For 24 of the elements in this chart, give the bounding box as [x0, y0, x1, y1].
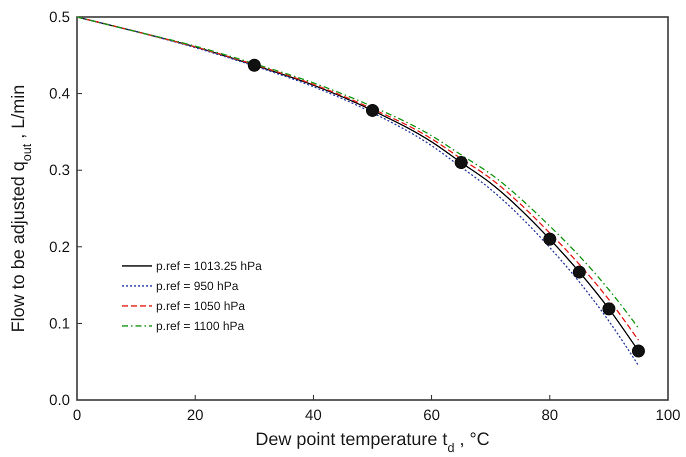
y-tick-label: 0.5: [49, 9, 70, 26]
point: [572, 266, 586, 279]
x-tick-label: 80: [541, 407, 558, 424]
y-tick-label: 0.1: [49, 315, 70, 332]
legend-label: p.ref = 950 hPa: [156, 278, 239, 293]
y-tick-label: 0.2: [49, 238, 70, 256]
y-tick-label: 0.3: [49, 162, 70, 180]
legend-label: p.ref = 1013.25 hPa: [156, 258, 262, 273]
point: [248, 58, 261, 72]
legend-label: p.ref = 1100 hPa: [156, 318, 245, 333]
y-tick-label: 0.4: [49, 86, 70, 103]
x-tick-label: 0: [72, 407, 82, 424]
x-tick-label: 100: [655, 407, 681, 424]
point: [366, 104, 379, 117]
point: [543, 232, 556, 246]
x-tick-label: 40: [305, 407, 322, 424]
x-tick-label: 60: [423, 407, 440, 424]
point: [454, 156, 468, 170]
x-axis-title: Dew point temperature t$_{d}$ , °C: [255, 429, 490, 455]
point: [632, 344, 645, 358]
point: [602, 302, 616, 316]
x-tick-label: 20: [186, 407, 204, 424]
y-tick-label: 0.0: [49, 392, 70, 409]
legend-label: p.ref = 1050 hPa: [156, 298, 246, 313]
